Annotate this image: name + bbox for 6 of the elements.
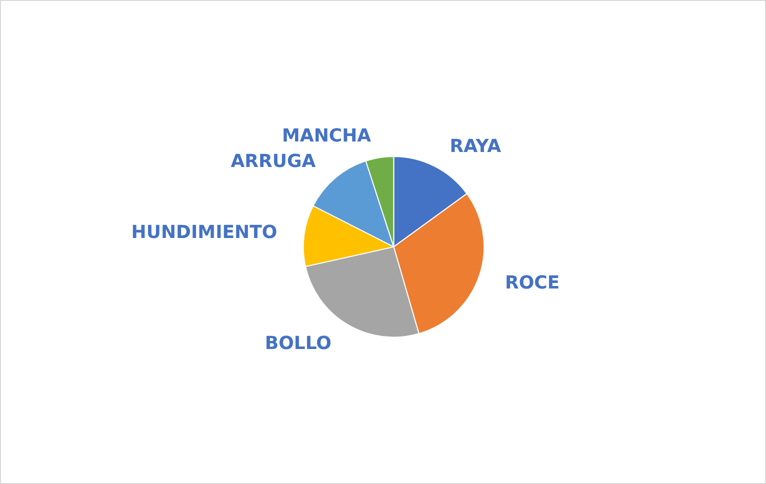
slice-label: BOLLO xyxy=(264,333,332,354)
slice-label: ROCE xyxy=(505,272,560,294)
slice-label: RAYA xyxy=(450,136,502,158)
slice-label: HUNDIMIENTO xyxy=(131,222,278,244)
slice-label: MANCHA xyxy=(282,125,372,146)
slice-label: ARRUGA xyxy=(230,150,316,172)
